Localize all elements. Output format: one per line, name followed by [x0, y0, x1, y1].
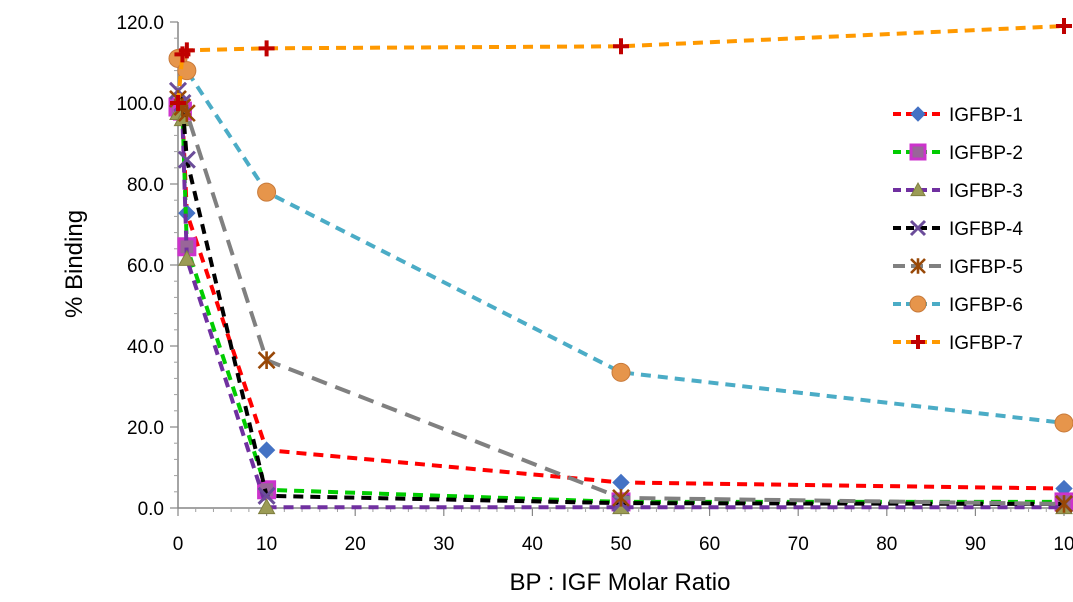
- legend-label: IGFBP-6: [949, 295, 1023, 316]
- legend-label: IGFBP-7: [949, 333, 1023, 354]
- legend-marker: [910, 181, 926, 197]
- data-point: [178, 42, 195, 59]
- legend-label: IGFBP-2: [949, 143, 1023, 164]
- series-line: [176, 24, 1065, 104]
- y-tick-label: 40.0: [127, 337, 164, 358]
- data-point: [257, 351, 276, 370]
- x-tick-label: 90: [965, 534, 986, 555]
- legend-label: IGFBP-1: [949, 105, 1023, 126]
- legend: IGFBP-1 IGFBP-2 IGFBP-3 IGFBP-4 IGFBP-5 IGFBP…: [893, 105, 1023, 354]
- data-point: [177, 150, 196, 169]
- x-tick-label: 10: [256, 534, 277, 555]
- x-tick-label: 60: [699, 534, 720, 555]
- data-point: [1055, 495, 1073, 513]
- data-point: [1056, 18, 1072, 35]
- data-point: [257, 498, 276, 515]
- y-tick-label: 120.0: [116, 13, 164, 34]
- y-tick-label: 80.0: [127, 175, 164, 196]
- legend-label: IGFBP-3: [949, 181, 1023, 202]
- legend-marker: [910, 258, 926, 274]
- data-point: [613, 38, 629, 55]
- data-point: [612, 473, 630, 492]
- x-tick-label: 0: [173, 534, 184, 555]
- plot-area: [168, 18, 1073, 515]
- data-point: [258, 40, 275, 57]
- x-tick-label: 70: [788, 534, 809, 555]
- series-line: [176, 111, 1064, 510]
- y-tick-label: 60.0: [127, 256, 164, 277]
- data-point: [257, 441, 276, 459]
- series-igfbp-1: [169, 94, 1073, 498]
- y-axis-title: % Binding: [61, 210, 88, 318]
- data-point: [611, 362, 631, 382]
- x-tick-label: 50: [610, 534, 631, 555]
- series-igfbp-6: [168, 48, 1073, 433]
- data-point: [1054, 413, 1073, 433]
- series-line: [176, 90, 1065, 506]
- series-igfbp-4: [168, 81, 1073, 514]
- legend-marker: [910, 106, 926, 122]
- legend-marker: [911, 335, 925, 349]
- data-point: [170, 95, 186, 111]
- series-line: [176, 102, 1065, 491]
- legend-marker: [909, 295, 927, 313]
- data-point: [612, 488, 630, 507]
- legend-label: IGFBP-4: [949, 219, 1023, 240]
- legend-marker: [909, 143, 927, 161]
- series-line: [176, 97, 1065, 506]
- series-igfbp-7: [170, 18, 1072, 111]
- x-tick-label: 20: [345, 534, 366, 555]
- x-tick-label: 80: [876, 534, 897, 555]
- y-tick-label: 100.0: [116, 94, 164, 115]
- y-tick-label: 0.0: [138, 499, 164, 520]
- legend-label: IGFBP-5: [949, 257, 1023, 278]
- series-line: [176, 105, 1064, 504]
- x-tick-label: 30: [433, 534, 454, 555]
- data-point: [177, 104, 196, 123]
- data-point: [257, 486, 276, 505]
- x-tick-label: 10: [1053, 534, 1073, 555]
- axes: 0.0 20.0 40.0 60.0 80.0 100.0 120.0 0 10 20 30 40 50…: [116, 13, 1073, 555]
- legend-marker: [909, 219, 927, 237]
- y-tick-label: 20.0: [127, 418, 164, 439]
- x-axis-title: BP : IGF Molar Ratio: [510, 569, 731, 596]
- data-point: [178, 249, 196, 266]
- x-tick-label: 40: [522, 534, 543, 555]
- data-point: [257, 182, 277, 202]
